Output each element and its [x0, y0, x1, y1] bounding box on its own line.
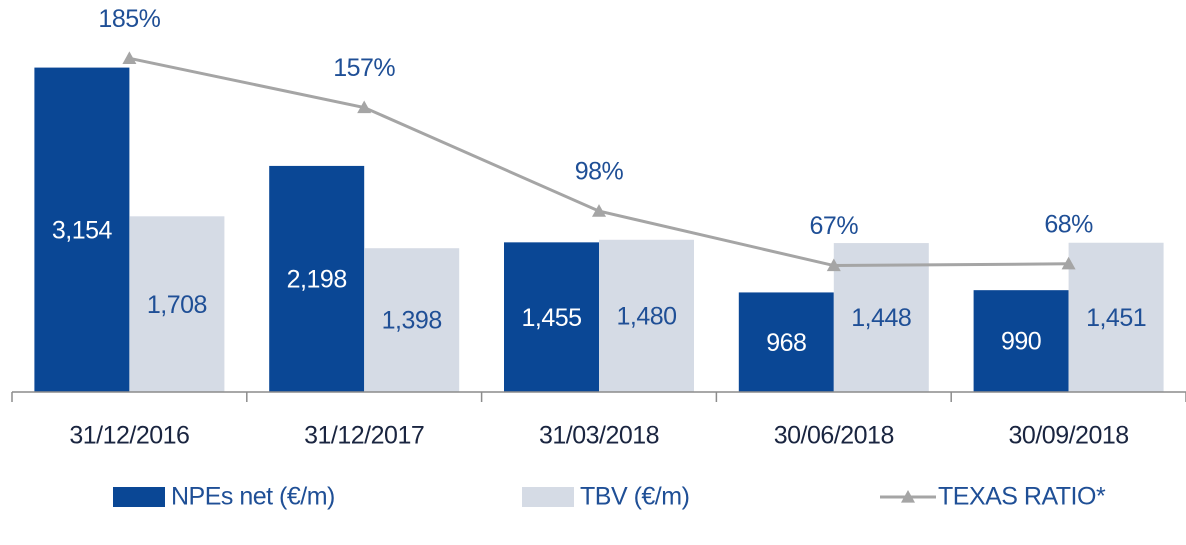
- line-marker: [826, 258, 841, 272]
- bar-value-label: 2,198: [287, 266, 347, 294]
- bar: [833, 243, 929, 392]
- bar-value-label: 1,451: [1086, 304, 1146, 332]
- bar: [269, 165, 365, 392]
- bar: [973, 290, 1069, 392]
- bar: [34, 67, 130, 393]
- line-marker: [1061, 256, 1076, 270]
- bar: [504, 242, 599, 392]
- bar-value-label: 3,154: [52, 216, 113, 244]
- bar: [738, 292, 834, 392]
- x-tick-label: 31/12/2017: [304, 422, 424, 450]
- line-value-label: 98%: [575, 158, 624, 186]
- line-value-label: 157%: [333, 54, 395, 82]
- bar-value-label: 1,448: [851, 304, 911, 332]
- bar-value-label: 1,708: [147, 291, 207, 319]
- bar-value-label: 968: [766, 329, 806, 357]
- bar: [364, 248, 460, 392]
- bar-value-label: 1,480: [616, 302, 676, 330]
- legend-label: TEXAS RATIO*: [938, 483, 1106, 511]
- legend-label: TBV (€/m): [580, 483, 689, 511]
- x-tick-label: 30/06/2018: [774, 422, 894, 450]
- x-tick-label: 30/09/2018: [1009, 422, 1129, 450]
- line-value-label: 67%: [810, 212, 859, 240]
- legend-swatch: [113, 487, 165, 507]
- bar: [1068, 242, 1164, 392]
- bar: [599, 239, 694, 392]
- bar-value-label: 1,398: [382, 307, 442, 335]
- line-marker: [122, 51, 137, 64]
- legend-marker: [901, 490, 915, 503]
- legend-label: NPEs net (€/m): [171, 483, 335, 511]
- x-tick-label: 31/12/2016: [69, 422, 189, 450]
- bar: [129, 216, 225, 392]
- line-marker: [357, 100, 372, 114]
- legend-swatch: [522, 487, 574, 507]
- bar-value-label: 990: [1001, 328, 1041, 356]
- line-marker: [592, 204, 606, 217]
- line-value-label: 68%: [1044, 210, 1093, 238]
- bar-value-label: 1,455: [521, 304, 581, 332]
- x-tick-label: 31/03/2018: [539, 422, 659, 450]
- line-value-label: 185%: [98, 5, 160, 33]
